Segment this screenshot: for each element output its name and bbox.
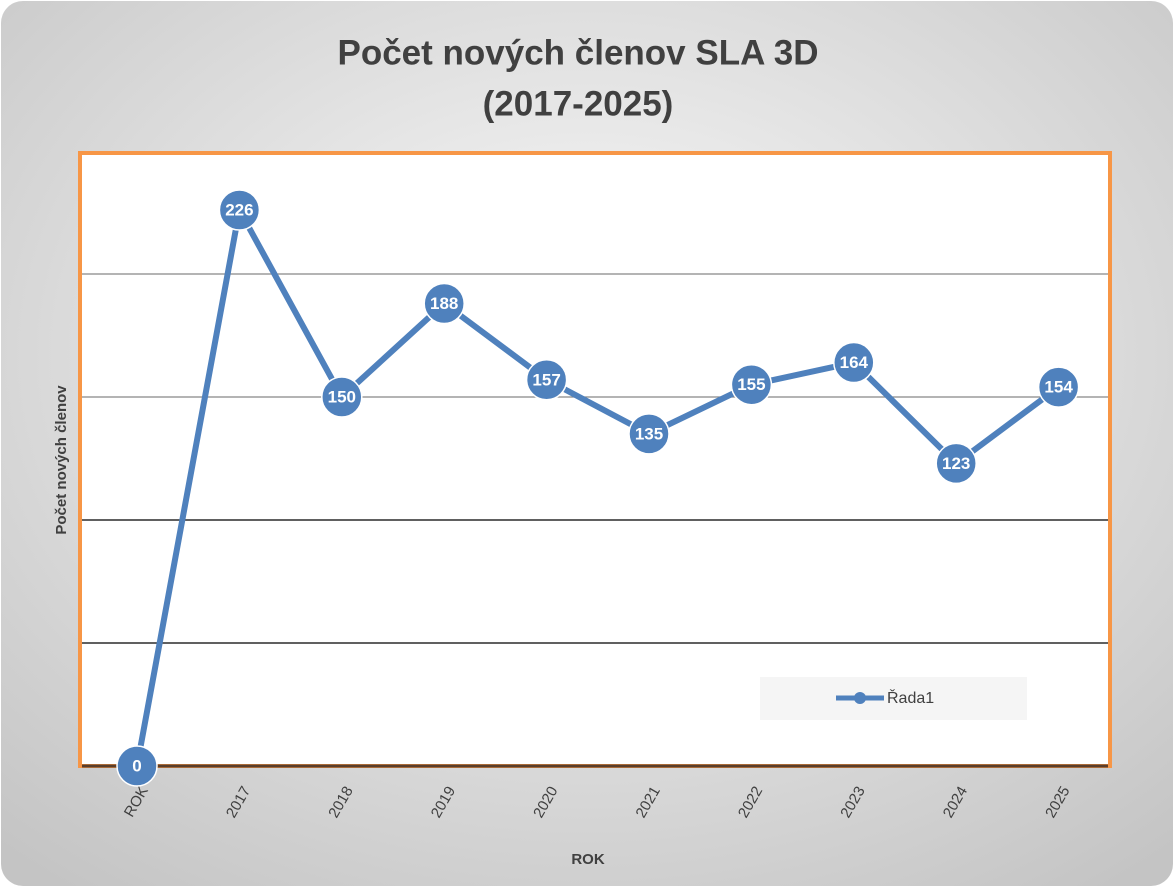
data-point <box>730 363 773 406</box>
legend-box <box>760 677 1027 720</box>
data-label: 226 <box>225 201 253 220</box>
data-label: 123 <box>942 454 970 473</box>
data-label: 155 <box>737 375 765 394</box>
data-label: 164 <box>840 353 869 372</box>
chart-title: (2017-2025) <box>483 84 674 123</box>
data-point <box>321 376 363 418</box>
series-line <box>134 207 1061 767</box>
data-point <box>116 745 158 787</box>
data-label: 154 <box>1044 378 1073 397</box>
legend-label: Řada1 <box>887 688 934 707</box>
legend-marker <box>854 692 866 704</box>
data-label: 150 <box>328 387 356 406</box>
data-point <box>423 282 465 325</box>
data-label: 0 <box>132 756 141 775</box>
data-point <box>1037 366 1080 408</box>
chart-title: Počet nových členov SLA 3D <box>337 33 818 72</box>
data-point <box>628 413 670 455</box>
y-axis-label: Počet nových členov <box>53 385 70 535</box>
legend: Řada1 <box>760 677 1027 720</box>
data-point <box>935 442 977 485</box>
x-axis-label: ROK <box>571 851 605 868</box>
data-label: 188 <box>430 294 458 313</box>
data-label: 135 <box>635 424 663 443</box>
data-point <box>833 341 875 384</box>
data-label: 157 <box>532 370 560 389</box>
data-point <box>525 359 568 401</box>
data-point <box>218 189 261 231</box>
